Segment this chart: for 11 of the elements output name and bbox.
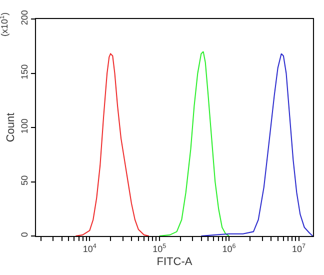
y-axis-title: Count [5,112,18,142]
y-tick-label: 150 [19,64,30,80]
x-tick-label: 10$^{4}$ [82,243,97,254]
y-tick-label: 0 [19,232,30,238]
x-axis-title: FITC-A [156,256,193,268]
y-tick-label: 50 [19,175,30,186]
y-tick-label: 200 [19,10,30,26]
x-tick-label: 10$^{6}$ [222,243,236,254]
y-tick-label: 100 [19,118,30,134]
x-tick-label: 10$^{5}$ [152,243,167,254]
x-tick-label: 10$^{7}$ [292,243,306,254]
